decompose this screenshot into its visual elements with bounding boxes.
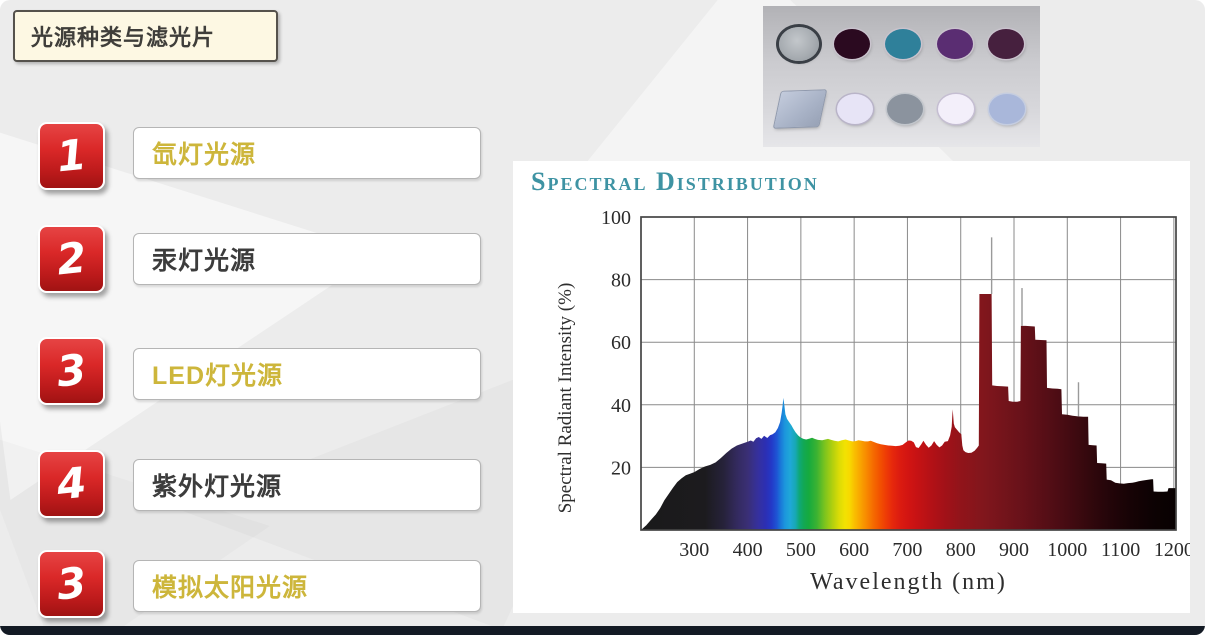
x-tick-label: 500 (786, 539, 816, 561)
item-label: 汞灯光源 (152, 247, 257, 275)
x-axis-label: Wavelength (nm) (810, 569, 1007, 595)
y-tick-label: 60 (611, 332, 631, 354)
y-tick-label: 80 (611, 270, 631, 292)
item-label: LED灯光源 (152, 362, 284, 390)
slide-title-box: 光源种类与滤光片 (13, 10, 278, 62)
filter-dark-wine (988, 28, 1025, 59)
spectral-chart-panel: Spectral Distribution Spectral Radiant I… (513, 161, 1190, 613)
y-tick-label: 20 (611, 457, 631, 479)
filter-dark-maroon (834, 28, 871, 59)
item-number-badge: 3 (38, 550, 105, 618)
filter-pale-lavender (836, 93, 873, 124)
x-tick-label: 1100 (1101, 539, 1140, 561)
filter-row-bottom (763, 89, 1040, 128)
x-tick-label: 600 (839, 539, 869, 561)
item-label: 模拟太阳光源 (152, 574, 309, 602)
item-number-badge: 4 (38, 450, 105, 518)
filter-white (938, 93, 975, 124)
item-label-box: 氙灯光源 (133, 127, 481, 179)
filter-row-top (763, 26, 1040, 61)
filter-gray-nd (778, 26, 819, 61)
x-tick-label: 300 (679, 539, 709, 561)
y-tick-label: 100 (601, 207, 631, 229)
filter-plate-glass (774, 89, 827, 128)
bottom-accent-bar (0, 626, 1205, 635)
chart-title: Spectral Distribution (531, 167, 819, 196)
spectral-plot: 300 400 500 600 700 800 900 1000 1100 1200 20 40 60 8… (601, 207, 1190, 561)
filter-teal (885, 28, 922, 59)
item-label-box: LED灯光源 (133, 348, 481, 400)
item-label: 紫外灯光源 (152, 473, 283, 501)
x-tick-label: 400 (733, 539, 763, 561)
item-number-badge: 2 (38, 225, 105, 293)
item-label-box: 紫外灯光源 (133, 459, 481, 511)
x-tick-label: 800 (946, 539, 976, 561)
filter-gray (887, 93, 924, 124)
slide-title: 光源种类与滤光片 (31, 25, 216, 50)
x-tick-label: 700 (892, 539, 922, 561)
item-label: 氙灯光源 (152, 141, 257, 169)
item-label-box: 汞灯光源 (133, 233, 481, 285)
y-tick-label: 40 (611, 395, 631, 417)
x-tick-label: 1200 (1154, 539, 1190, 561)
filter-periwinkle (988, 93, 1025, 124)
item-label-box: 模拟太阳光源 (133, 560, 481, 612)
filters-photo (763, 6, 1040, 147)
filter-purple (936, 28, 973, 59)
x-tick-label: 1000 (1047, 539, 1087, 561)
x-tick-label: 900 (999, 539, 1029, 561)
item-number-badge: 3 (38, 337, 105, 405)
item-number-badge: 1 (38, 122, 105, 190)
